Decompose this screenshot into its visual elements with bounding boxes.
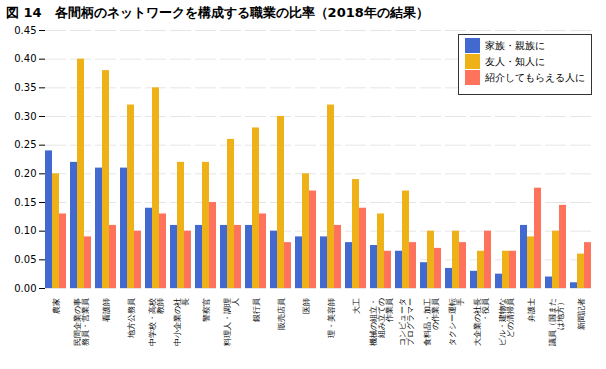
- svg-text:大企業の社長・役員: 大企業の社長・役員: [473, 298, 490, 346]
- svg-text:農家: 農家: [52, 298, 61, 314]
- html-text:紹介してもらえる人に: 紹介してもらえる人に: [485, 70, 585, 84]
- svg-text:中小企業の社長: 中小企業の社長: [173, 298, 190, 346]
- svg-text:ビル・建物などの清掃員: ビル・建物などの清掃員: [498, 298, 515, 346]
- svg-text:弁護士: 弁護士: [527, 298, 536, 322]
- svg-text:0.25: 0.25: [14, 139, 36, 150]
- svg-text:料理人・調理人: 料理人・調理人: [223, 298, 240, 346]
- svg-text:0.00: 0.00: [14, 283, 36, 294]
- svg-text:0.40: 0.40: [14, 53, 36, 64]
- svg-text:0.05: 0.05: [14, 254, 36, 265]
- svg-text:機械の組立・組み立ての作業員: 機械の組立・組み立ての作業員: [369, 298, 394, 346]
- svg-text:理・美容師: 理・美容師: [327, 298, 336, 338]
- svg-text:0.30: 0.30: [14, 111, 36, 122]
- svg-text:新聞記者: 新聞記者: [577, 298, 586, 330]
- svg-text:0.45: 0.45: [14, 25, 36, 36]
- html-text:友人・知人に: 友人・知人に: [485, 54, 545, 68]
- svg-text:中学校・高校教師: 中学校・高校教師: [148, 298, 165, 346]
- svg-text:看護師: 看護師: [102, 298, 111, 322]
- svg-text:医師: 医師: [302, 298, 311, 314]
- html-text:家族・親族に: 家族・親族に: [485, 38, 545, 52]
- svg-text:タクシー運転手: タクシー運転手: [448, 298, 465, 346]
- svg-text:コンピュータプログラマー: コンピュータプログラマー: [398, 298, 415, 346]
- svg-text:販売店員: 販売店員: [277, 298, 286, 330]
- svg-text:議員（国または地方）: 議員（国または地方）: [548, 298, 565, 346]
- svg-text:0.15: 0.15: [14, 197, 36, 208]
- svg-text:地方公務員: 地方公務員: [127, 298, 136, 339]
- svg-text:大工: 大工: [352, 298, 361, 314]
- svg-text:0.35: 0.35: [14, 82, 36, 93]
- svg-text:食料品・加工の作業員: 食料品・加工の作業員: [423, 298, 440, 346]
- svg-text:銀行員: 銀行員: [252, 298, 261, 322]
- svg-text:民間企業の事務員・営業員: 民間企業の事務員・営業員: [73, 298, 90, 346]
- svg-text:0.20: 0.20: [14, 168, 36, 179]
- svg-text:0.10: 0.10: [14, 225, 36, 236]
- html-text:図 14 各間柄のネットワークを構成する職業の比率（2018: 図 14 各間柄のネットワークを構成する職業の比率（2018年の結果）: [6, 5, 429, 20]
- svg-text:警察官: 警察官: [202, 298, 211, 322]
